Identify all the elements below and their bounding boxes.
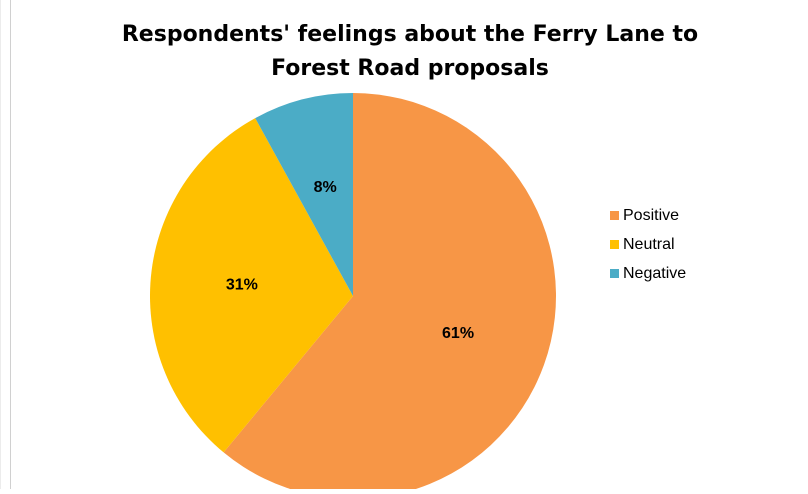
legend-swatch — [610, 269, 619, 278]
pie-slice-neutral[interactable] — [150, 118, 353, 453]
pie-slice-positive[interactable] — [223, 93, 556, 489]
legend-label: Neutral — [623, 235, 675, 253]
legend-label: Positive — [623, 206, 680, 224]
chart-legend: Positive Neutral Negative — [610, 201, 686, 288]
legend-item-positive: Positive — [610, 201, 686, 230]
legend-swatch — [610, 211, 619, 220]
chart-title: Respondents' feelings about the Ferry La… — [121, 22, 699, 81]
legend-item-negative: Negative — [610, 259, 686, 288]
data-label-positive: 61% — [442, 325, 474, 342]
data-label-negative: 8% — [314, 179, 337, 196]
pie-slice-negative[interactable] — [255, 93, 353, 296]
data-label-neutral: 31% — [226, 277, 258, 294]
legend-swatch — [610, 240, 619, 249]
legend-item-neutral: Neutral — [610, 230, 686, 259]
legend-label: Negative — [623, 264, 687, 282]
